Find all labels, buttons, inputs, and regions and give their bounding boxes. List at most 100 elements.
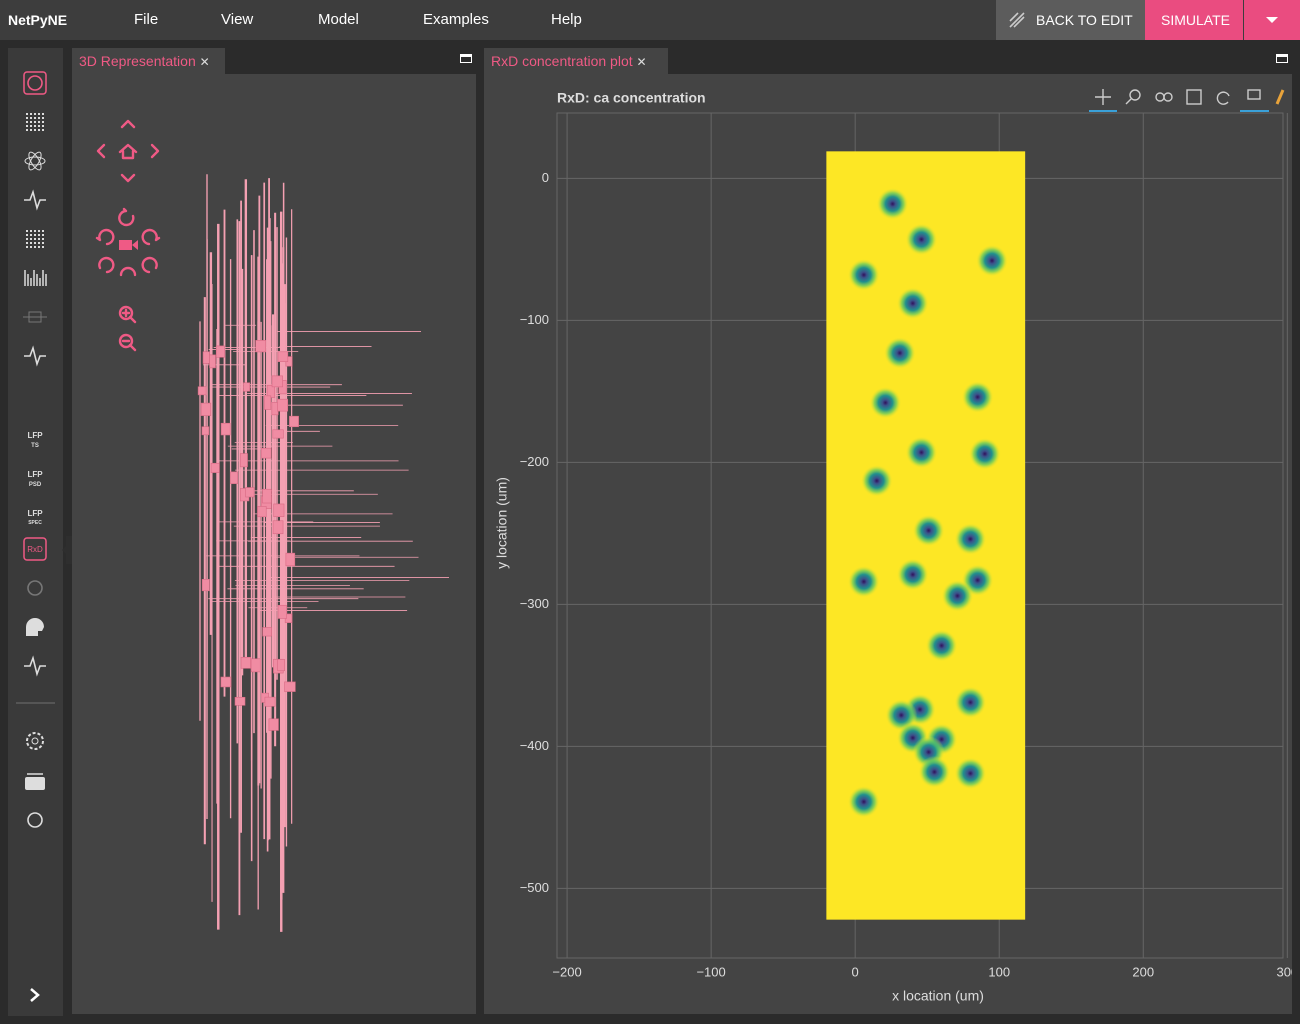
concentration-spot <box>847 258 880 291</box>
sidebar-icon <box>42 242 44 244</box>
camera[interactable] <box>119 240 132 250</box>
sidebar-icon <box>38 121 40 123</box>
icon-label[interactable]: TS <box>31 443 39 449</box>
modebar-hover[interactable] <box>1247 89 1261 100</box>
menu-item[interactable]: View <box>221 11 254 28</box>
home[interactable] <box>118 143 138 160</box>
concentration-spot <box>876 187 909 220</box>
pan-right[interactable] <box>150 143 160 159</box>
icon-label[interactable]: PSD <box>29 482 42 488</box>
neuron-cells <box>197 174 449 932</box>
soma <box>272 429 284 439</box>
sidebar-icon <box>31 737 39 745</box>
icon-label[interactable]: SPEC <box>28 520 42 526</box>
sidebar-icon <box>34 125 36 127</box>
modebar-zoom[interactable] <box>1129 89 1141 101</box>
sidebar-icon <box>38 113 40 115</box>
y-tick-label: −500 <box>520 880 549 895</box>
y-tick-label: −400 <box>520 738 549 753</box>
sidebar-icon <box>38 125 40 127</box>
soma <box>273 503 285 518</box>
back-to-edit[interactable]: BACK TO EDIT <box>1036 12 1133 28</box>
sidebar-icon <box>42 113 44 115</box>
sidebar-icon <box>28 151 42 171</box>
modebar-zoom-handle[interactable] <box>1125 98 1132 105</box>
sidebar <box>8 48 63 1016</box>
soma <box>268 718 279 731</box>
tooltip-arrow <box>62 544 68 556</box>
zoom-out-mark[interactable] <box>121 339 137 352</box>
tab[interactable]: RxD concentration plot ✕ <box>484 48 668 74</box>
modebar-save[interactable] <box>1186 89 1202 105</box>
modebar-lasso[interactable] <box>1163 92 1173 102</box>
sidebar-icon <box>34 117 36 119</box>
modebar-logo[interactable] <box>1275 89 1285 105</box>
3d-view <box>95 119 449 932</box>
sidebar-icon <box>30 117 32 119</box>
rotate-right[interactable] <box>141 228 161 274</box>
sidebar-icon <box>26 234 28 236</box>
sidebar-icon <box>42 129 44 131</box>
maximize-button[interactable] <box>460 54 472 63</box>
tab-close[interactable]: ✕ <box>199 55 210 69</box>
menu-item[interactable]: File <box>134 11 159 28</box>
maximize-button[interactable] <box>1276 54 1288 63</box>
sidebar-icon <box>42 238 44 240</box>
soma <box>220 676 232 688</box>
modebar-pan[interactable] <box>1095 89 1111 105</box>
soma <box>261 447 272 459</box>
menu-item[interactable]: Examples <box>423 11 489 28</box>
tab-label[interactable]: RxD concentration plot <box>491 53 633 69</box>
soma <box>257 506 267 518</box>
camera-lens[interactable] <box>132 240 138 250</box>
soma <box>262 627 272 637</box>
pan-left[interactable] <box>96 143 106 159</box>
dropdown-arrow-shape <box>1266 17 1278 23</box>
tab[interactable]: 3D Representation ✕ <box>72 48 225 74</box>
icon-label[interactable]: LFP <box>27 470 43 479</box>
rotate-left[interactable] <box>95 228 115 274</box>
pan-down[interactable] <box>120 173 136 183</box>
rotate-down[interactable] <box>119 266 137 277</box>
tab-close[interactable]: ✕ <box>636 55 647 69</box>
reset-rotation[interactable] <box>118 207 135 227</box>
brand[interactable]: NetPyNE <box>8 12 68 28</box>
sidebar-icon <box>27 812 43 828</box>
sidebar-icon <box>38 238 40 240</box>
chart-content: RxD: ca concentration x location (um) y … <box>494 89 1292 1004</box>
pan-up[interactable] <box>120 119 136 129</box>
zoom-in-mark[interactable] <box>121 308 137 324</box>
rxd-icon-frame[interactable] <box>23 537 47 561</box>
concentration-spot <box>905 223 938 256</box>
expand-chevron[interactable] <box>30 988 40 1002</box>
tab-label[interactable]: 3D Representation <box>79 53 196 69</box>
sidebar-icon[interactable] <box>23 71 47 95</box>
menu-item[interactable]: Model <box>318 11 359 28</box>
sidebar-icon <box>42 117 44 119</box>
sidebar-icon <box>34 238 36 240</box>
modebar-select[interactable] <box>1155 92 1165 102</box>
sidebar-icon <box>34 129 36 131</box>
sidebar-icon <box>24 189 46 211</box>
concentration-spot <box>869 386 902 419</box>
icon-label[interactable]: LFP <box>27 509 43 518</box>
x-axis-label: x location (um) <box>892 988 984 1004</box>
menu-item[interactable]: Help <box>551 11 582 28</box>
sidebar-icon <box>42 230 44 232</box>
icon-label[interactable]: RxD <box>27 545 43 554</box>
3d-controls[interactable] <box>95 119 161 352</box>
sidebar-icon <box>27 75 43 91</box>
zoom-in[interactable] <box>118 305 134 321</box>
modebar-reset[interactable] <box>1216 91 1230 105</box>
simulate[interactable]: SIMULATE <box>1161 12 1230 28</box>
simulate-button-bg[interactable] <box>1145 0 1243 40</box>
icon-label[interactable]: LFP <box>27 431 43 440</box>
soma <box>289 415 299 428</box>
sidebar-icon <box>34 234 36 236</box>
modebar[interactable] <box>1089 89 1285 112</box>
y-axis-label: y location (um) <box>494 477 510 569</box>
soma <box>220 422 231 436</box>
concentration-spot <box>847 565 880 598</box>
zoom-out[interactable] <box>118 333 134 349</box>
